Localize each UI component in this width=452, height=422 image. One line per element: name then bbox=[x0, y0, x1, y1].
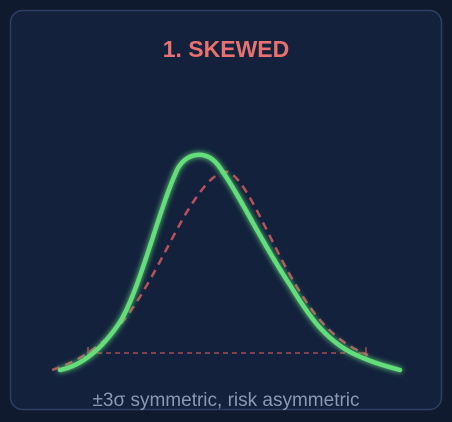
card-title: 1. SKEWED bbox=[163, 36, 290, 62]
skewed-curve bbox=[57, 152, 403, 373]
normal-curve bbox=[51, 170, 369, 372]
card-caption: ±3σ symmetric, risk asymmetric bbox=[92, 390, 359, 411]
card bbox=[9, 9, 443, 411]
